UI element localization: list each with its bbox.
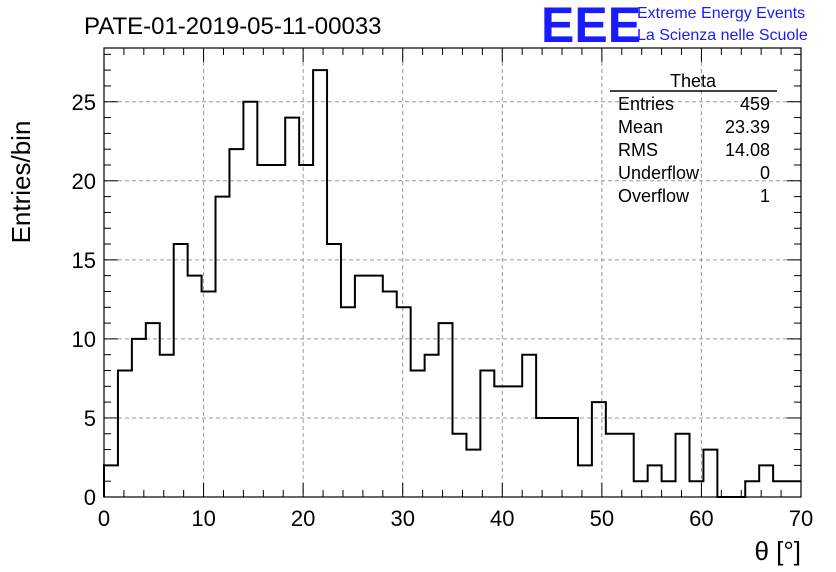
stats-value-overflow: 1 [760,186,770,206]
x-tick-label: 50 [590,506,614,531]
chart-title: PATE-01-2019-05-11-00033 [84,13,382,40]
stats-title: Theta [670,71,717,91]
logo-line-1: Extreme Energy Events [637,5,805,22]
y-tick-label: 15 [72,248,96,273]
x-tick-label: 70 [789,506,813,531]
stats-value-underflow: 0 [760,163,770,183]
stats-label-overflow: Overflow [618,186,690,206]
x-tick-label: 20 [291,506,315,531]
grid-lines [104,48,801,497]
x-tick-label: 40 [490,506,514,531]
y-tick-labels: 0 5 10 15 20 25 [72,90,96,510]
axis-ticks [103,48,802,498]
y-tick-label: 0 [84,485,96,510]
x-tick-label: 60 [689,506,713,531]
y-tick-label: 25 [72,90,96,115]
stats-label-mean: Mean [618,117,663,137]
stats-box: Theta Entries 459 Mean 23.39 RMS 14.08 U… [610,71,777,206]
x-tick-label: 30 [390,506,414,531]
x-tick-label: 0 [98,506,110,531]
logo-line-2: La Scienza nelle Scuole [637,27,808,44]
eee-logo: EEE Extreme Energy Events La Scienza nel… [541,0,808,53]
stats-value-rms: 14.08 [725,140,770,160]
x-tick-labels: 0 10 20 30 40 50 60 70 [98,506,813,531]
y-tick-label: 20 [72,169,96,194]
eee-logo-letters: EEE [541,0,641,53]
stats-value-entries: 459 [740,94,770,114]
x-axis-label: θ [°] [754,536,801,566]
stats-label-underflow: Underflow [618,163,700,183]
stats-label-entries: Entries [618,94,674,114]
x-tick-label: 10 [191,506,215,531]
y-tick-label: 5 [84,406,96,431]
y-tick-label: 10 [72,327,96,352]
histogram-series [103,69,801,498]
plot-frame [103,47,802,498]
y-axis-label: Entries/bin [6,121,36,244]
stats-value-mean: 23.39 [725,117,770,137]
stats-label-rms: RMS [618,140,658,160]
